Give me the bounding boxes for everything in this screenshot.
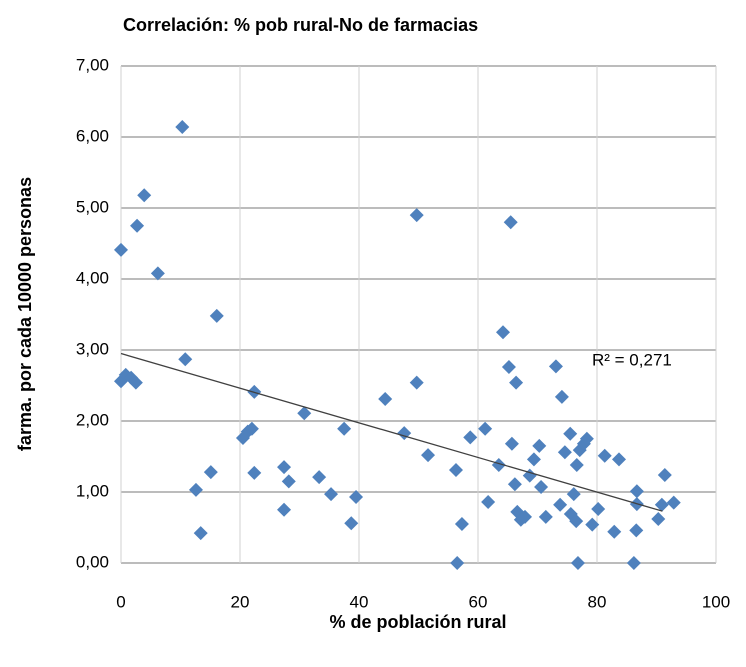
point [563,426,578,441]
y-tick-label: 3,00 [76,339,109,358]
point [281,474,296,489]
point [349,489,364,504]
point [651,511,666,526]
y-tick-label: 5,00 [76,197,109,216]
point [193,526,208,541]
point [137,188,152,203]
point [597,448,612,463]
point [501,360,516,375]
point [448,462,463,477]
point [450,556,465,570]
trendline [120,352,663,512]
point [591,502,606,517]
point [297,406,312,421]
point [128,375,143,390]
point [150,266,165,281]
point [503,215,518,230]
x-axis-label: % de población rural [329,612,506,632]
point [114,242,128,257]
point [657,467,672,482]
point [277,502,292,517]
point [188,482,203,497]
y-tick-label: 7,00 [76,55,109,74]
point [175,120,190,135]
point [548,359,563,374]
point [579,431,594,446]
point [553,497,568,512]
x-tick-label: 20 [231,592,250,611]
point [557,445,572,460]
point [481,494,496,509]
x-tick-label: 40 [350,592,369,611]
point [378,391,393,406]
x-tick-label: 60 [469,592,488,611]
point [612,452,627,467]
x-tick-label: 100 [702,592,730,611]
point [491,458,506,473]
point [569,458,584,473]
point [409,208,424,223]
point [478,421,493,436]
chart-title: Correlación: % pob rural-No de farmacias [123,15,478,35]
point [337,421,352,436]
y-axis-label: farma. por cada 10000 personas [15,177,35,451]
y-tick-label: 0,00 [76,552,109,571]
point [495,325,510,340]
point [277,460,292,475]
point [463,430,478,445]
y-tick-label: 1,00 [76,481,109,500]
y-tick-label: 2,00 [76,410,109,429]
point [585,517,600,532]
point [409,375,424,390]
point [569,514,584,529]
point [654,497,669,512]
point [509,375,524,390]
x-tick-label: 0 [116,592,125,611]
annotation: R² = 0,271 [592,350,672,369]
point [454,516,469,531]
x-tick-label: 80 [588,592,607,611]
point [421,448,436,463]
point [566,487,581,502]
point [626,556,641,570]
point [244,421,259,436]
point [203,465,218,480]
point [209,308,224,323]
point [312,470,327,485]
point [507,477,522,492]
y-tick-label: 4,00 [76,268,109,287]
point [666,495,681,510]
point [178,352,193,367]
point [247,465,262,480]
point [629,523,644,538]
point [324,487,339,502]
point [130,218,145,233]
point [554,389,569,404]
point [538,509,553,524]
point [344,516,359,531]
point [534,480,549,495]
point [570,556,585,570]
point [504,436,519,451]
y-tick-label: 6,00 [76,126,109,145]
point [629,484,644,499]
point [518,509,533,524]
point [607,524,622,539]
point [532,438,547,453]
point [526,452,541,467]
